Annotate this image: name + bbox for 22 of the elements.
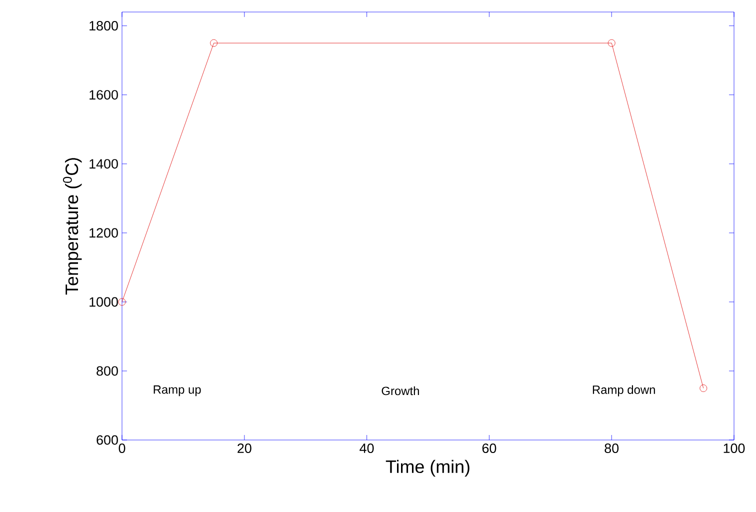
y-axis-title: Temperature ($^{0}$C) (62, 158, 82, 295)
annotation: Growth (382, 386, 419, 396)
y-tick-label: 1200 (90, 228, 118, 238)
x-tick-label: 60 (482, 444, 496, 454)
point (700, 384, 708, 392)
x-tick-label: 100 (724, 444, 745, 454)
annotation: Ramp up (154, 385, 201, 396)
point (210, 39, 218, 47)
point (608, 39, 616, 47)
x-axis-title: Time (min) (386, 460, 470, 477)
annotation: Ramp down (592, 385, 655, 396)
y-tick-label: 1400 (90, 159, 118, 169)
y-tick-label: 1000 (90, 297, 118, 307)
x-tick-label: 0 (118, 444, 126, 454)
y-tick-label: 1800 (90, 21, 118, 31)
x-tick-label: 20 (238, 444, 252, 454)
x-tick-label: 40 (360, 444, 374, 454)
y-tick-label: 1600 (90, 90, 118, 100)
y-tick-label: 600 (96, 435, 118, 445)
x-tick-label: 80 (604, 444, 619, 454)
point (118, 298, 126, 306)
y-tick-label: 800 (96, 366, 118, 376)
